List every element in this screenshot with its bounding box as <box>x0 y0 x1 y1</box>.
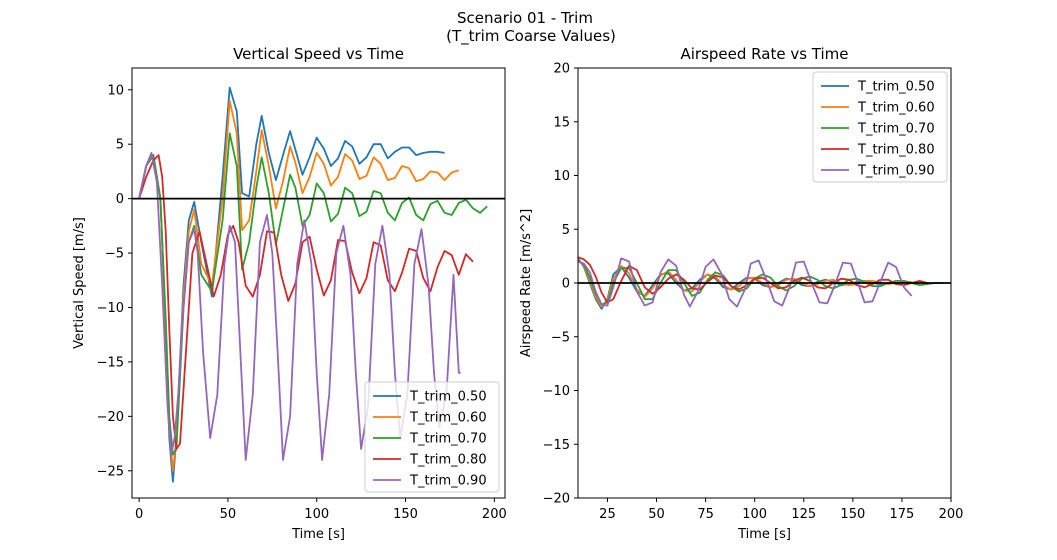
y-tick-label: −15 <box>97 355 124 370</box>
x-tick-label: 150 <box>393 507 418 522</box>
legend-label: T_trim_0.80 <box>857 143 935 158</box>
legend-label: T_trim_0.70 <box>409 432 487 447</box>
legend-label: T_trim_0.50 <box>857 80 935 95</box>
figure-suptitle-line2: (T_trim Coarse Values) <box>446 27 616 46</box>
y-tick-label: −10 <box>543 384 570 399</box>
y-tick-label: −25 <box>97 464 124 479</box>
x-tick-label: 50 <box>648 507 665 522</box>
x-tick-label: 200 <box>482 507 507 522</box>
x-tick-label: 200 <box>939 507 964 522</box>
chart-title: Vertical Speed vs Time <box>233 45 404 63</box>
y-tick-label: −20 <box>97 410 124 425</box>
x-tick-label: 25 <box>599 507 616 522</box>
y-tick-label: 10 <box>553 169 570 184</box>
series-line-t-trim-0-80 <box>138 154 474 450</box>
legend-label: T_trim_0.60 <box>409 411 487 426</box>
y-tick-label: −5 <box>105 247 124 262</box>
legend-box <box>364 381 500 493</box>
x-tick-label: 175 <box>890 507 915 522</box>
y-tick-label: −15 <box>543 438 570 453</box>
y-tick-label: 20 <box>553 62 570 77</box>
series-line-t-trim-0-90 <box>578 257 913 308</box>
x-tick-label: 100 <box>304 507 329 522</box>
y-axis-title: Airspeed Rate [m/s^2] <box>519 209 534 357</box>
x-tick-label: 125 <box>791 507 816 522</box>
y-tick-label: 5 <box>562 223 570 238</box>
legend-label: T_trim_0.70 <box>857 122 935 137</box>
legend: T_trim_0.50 T_trim_0.60 T_trim_0.70 T_trim_… <box>812 71 948 183</box>
y-axis-title: Vertical Speed [m/s] <box>72 217 87 349</box>
y-tick-label: 0 <box>116 192 124 207</box>
x-tick-label: 150 <box>840 507 865 522</box>
airspeed-rate-chart: 25 50 75 100 125 150 175 20020151050−5−10−15−20… <box>519 45 963 542</box>
chart-title: Airspeed Rate vs Time <box>680 45 848 63</box>
legend-label: T_trim_0.90 <box>409 474 487 489</box>
x-axis-title: Time [s] <box>291 527 345 542</box>
x-tick-label: 0 <box>135 507 143 522</box>
x-tick-label: 75 <box>697 507 714 522</box>
legend-label: T_trim_0.90 <box>857 164 935 179</box>
figure-suptitle-line1: Scenario 01 - Trim <box>457 9 593 27</box>
legend-label: T_trim_0.80 <box>409 453 487 468</box>
y-tick-label: 5 <box>116 138 124 153</box>
y-tick-label: −10 <box>97 301 124 316</box>
x-tick-label: 100 <box>742 507 767 522</box>
y-tick-label: −20 <box>543 492 570 507</box>
y-tick-label: −5 <box>551 330 570 345</box>
legend-label: T_trim_0.60 <box>857 101 935 116</box>
legend: T_trim_0.50 T_trim_0.60 T_trim_0.70 T_trim_… <box>364 381 500 493</box>
y-tick-label: 10 <box>107 83 124 98</box>
y-tick-label: 15 <box>553 115 570 130</box>
axes-frame <box>131 67 506 499</box>
x-tick-label: 50 <box>220 507 237 522</box>
x-axis-title: Time [s] <box>737 527 791 542</box>
legend-box <box>812 71 948 183</box>
y-tick-label: 0 <box>562 277 570 292</box>
legend-label: T_trim_0.50 <box>409 390 487 405</box>
